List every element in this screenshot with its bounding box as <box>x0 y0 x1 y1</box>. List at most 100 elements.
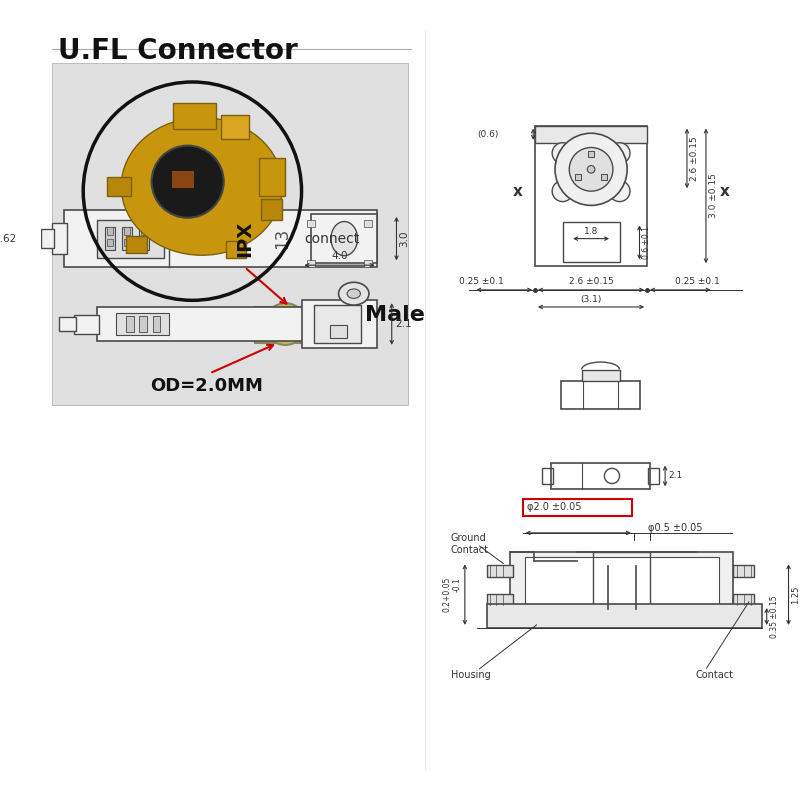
Text: 2.1: 2.1 <box>668 471 682 481</box>
Bar <box>226 241 246 258</box>
Bar <box>124 227 130 235</box>
Bar <box>255 307 316 343</box>
Bar <box>588 151 594 157</box>
Text: 2.6 ±0.15: 2.6 ±0.15 <box>569 277 614 286</box>
Bar <box>314 305 362 343</box>
Text: 3.0: 3.0 <box>399 230 410 247</box>
Bar <box>139 317 147 332</box>
Circle shape <box>151 146 224 218</box>
Bar <box>122 227 132 250</box>
Text: 4.0: 4.0 <box>331 251 348 262</box>
Bar <box>52 63 408 405</box>
Bar <box>302 300 378 348</box>
Bar <box>64 210 378 267</box>
Bar <box>307 259 315 267</box>
Bar <box>141 227 147 235</box>
Text: 0.25 ±0.1: 0.25 ±0.1 <box>675 277 720 286</box>
Bar <box>178 227 197 250</box>
Ellipse shape <box>121 118 282 255</box>
Bar <box>107 227 113 235</box>
Text: Male: Male <box>365 305 425 325</box>
Text: 1.8: 1.8 <box>584 226 598 236</box>
Bar <box>734 565 754 577</box>
Text: 0.6 ±0.1: 0.6 ±0.1 <box>642 226 651 259</box>
Circle shape <box>555 134 627 206</box>
Circle shape <box>587 166 595 173</box>
Bar <box>648 468 659 483</box>
Text: 3.0 ±0.15: 3.0 ±0.15 <box>709 174 718 218</box>
Bar <box>486 565 514 577</box>
Bar <box>551 462 650 490</box>
Text: (0.6): (0.6) <box>478 130 499 138</box>
Text: 0.25 ±0.1: 0.25 ±0.1 <box>458 277 503 286</box>
Bar <box>575 174 581 180</box>
Bar <box>364 220 372 227</box>
Bar <box>734 594 754 605</box>
Text: connect: connect <box>305 232 360 246</box>
Circle shape <box>609 142 630 164</box>
Text: 2.6 ±0.15: 2.6 ±0.15 <box>690 136 699 181</box>
Text: U.FL Connector: U.FL Connector <box>58 38 298 66</box>
Circle shape <box>609 181 630 202</box>
Text: 13: 13 <box>274 228 291 250</box>
Text: IPX: IPX <box>235 221 254 257</box>
Bar <box>105 227 114 250</box>
Bar <box>602 174 607 180</box>
Text: 0.35 ±0.15: 0.35 ±0.15 <box>770 595 778 638</box>
Bar <box>250 314 260 332</box>
Bar <box>522 498 632 516</box>
Bar <box>525 557 719 604</box>
Circle shape <box>552 142 573 164</box>
Text: 1.25: 1.25 <box>791 586 800 604</box>
Circle shape <box>552 181 573 202</box>
Bar <box>174 103 216 130</box>
Circle shape <box>265 303 306 345</box>
Circle shape <box>280 318 291 330</box>
Bar <box>98 307 316 341</box>
Bar <box>311 214 378 263</box>
Bar <box>153 317 160 332</box>
Bar <box>59 318 76 330</box>
Bar <box>107 238 113 246</box>
Text: φ2.0 ±0.05: φ2.0 ±0.05 <box>527 502 582 512</box>
Bar <box>74 314 99 334</box>
Text: (3.1): (3.1) <box>580 295 602 304</box>
Bar <box>141 238 147 246</box>
Bar <box>52 223 67 254</box>
Text: 2.62: 2.62 <box>0 234 17 244</box>
Bar <box>486 604 762 628</box>
Bar <box>124 238 130 246</box>
Text: Ground
Contact: Ground Contact <box>450 534 489 555</box>
Bar <box>594 552 650 609</box>
Bar <box>171 171 194 188</box>
Bar <box>259 158 286 196</box>
Bar <box>330 325 347 338</box>
Ellipse shape <box>338 282 369 305</box>
Bar <box>126 236 147 253</box>
Bar <box>41 229 54 248</box>
Text: 0.2+0.05
-0.1: 0.2+0.05 -0.1 <box>442 577 462 612</box>
Bar <box>364 259 372 267</box>
Bar <box>107 177 130 196</box>
Bar <box>562 222 619 262</box>
Text: Contact: Contact <box>695 670 734 680</box>
Bar <box>535 126 647 266</box>
Text: x: x <box>720 184 730 198</box>
Ellipse shape <box>331 222 358 256</box>
Bar <box>307 220 315 227</box>
Bar <box>542 468 553 483</box>
Text: Housing: Housing <box>450 670 490 680</box>
Text: x: x <box>513 184 523 198</box>
Circle shape <box>570 147 613 191</box>
Bar <box>117 313 169 335</box>
Bar <box>126 317 134 332</box>
Bar <box>98 220 164 258</box>
Ellipse shape <box>347 289 361 298</box>
Bar <box>486 594 514 605</box>
Bar <box>510 552 734 618</box>
Text: φ0.5 ±0.05: φ0.5 ±0.05 <box>648 523 702 533</box>
Bar <box>139 227 149 250</box>
Bar <box>261 198 282 220</box>
Bar <box>314 314 323 332</box>
Bar <box>221 115 250 139</box>
